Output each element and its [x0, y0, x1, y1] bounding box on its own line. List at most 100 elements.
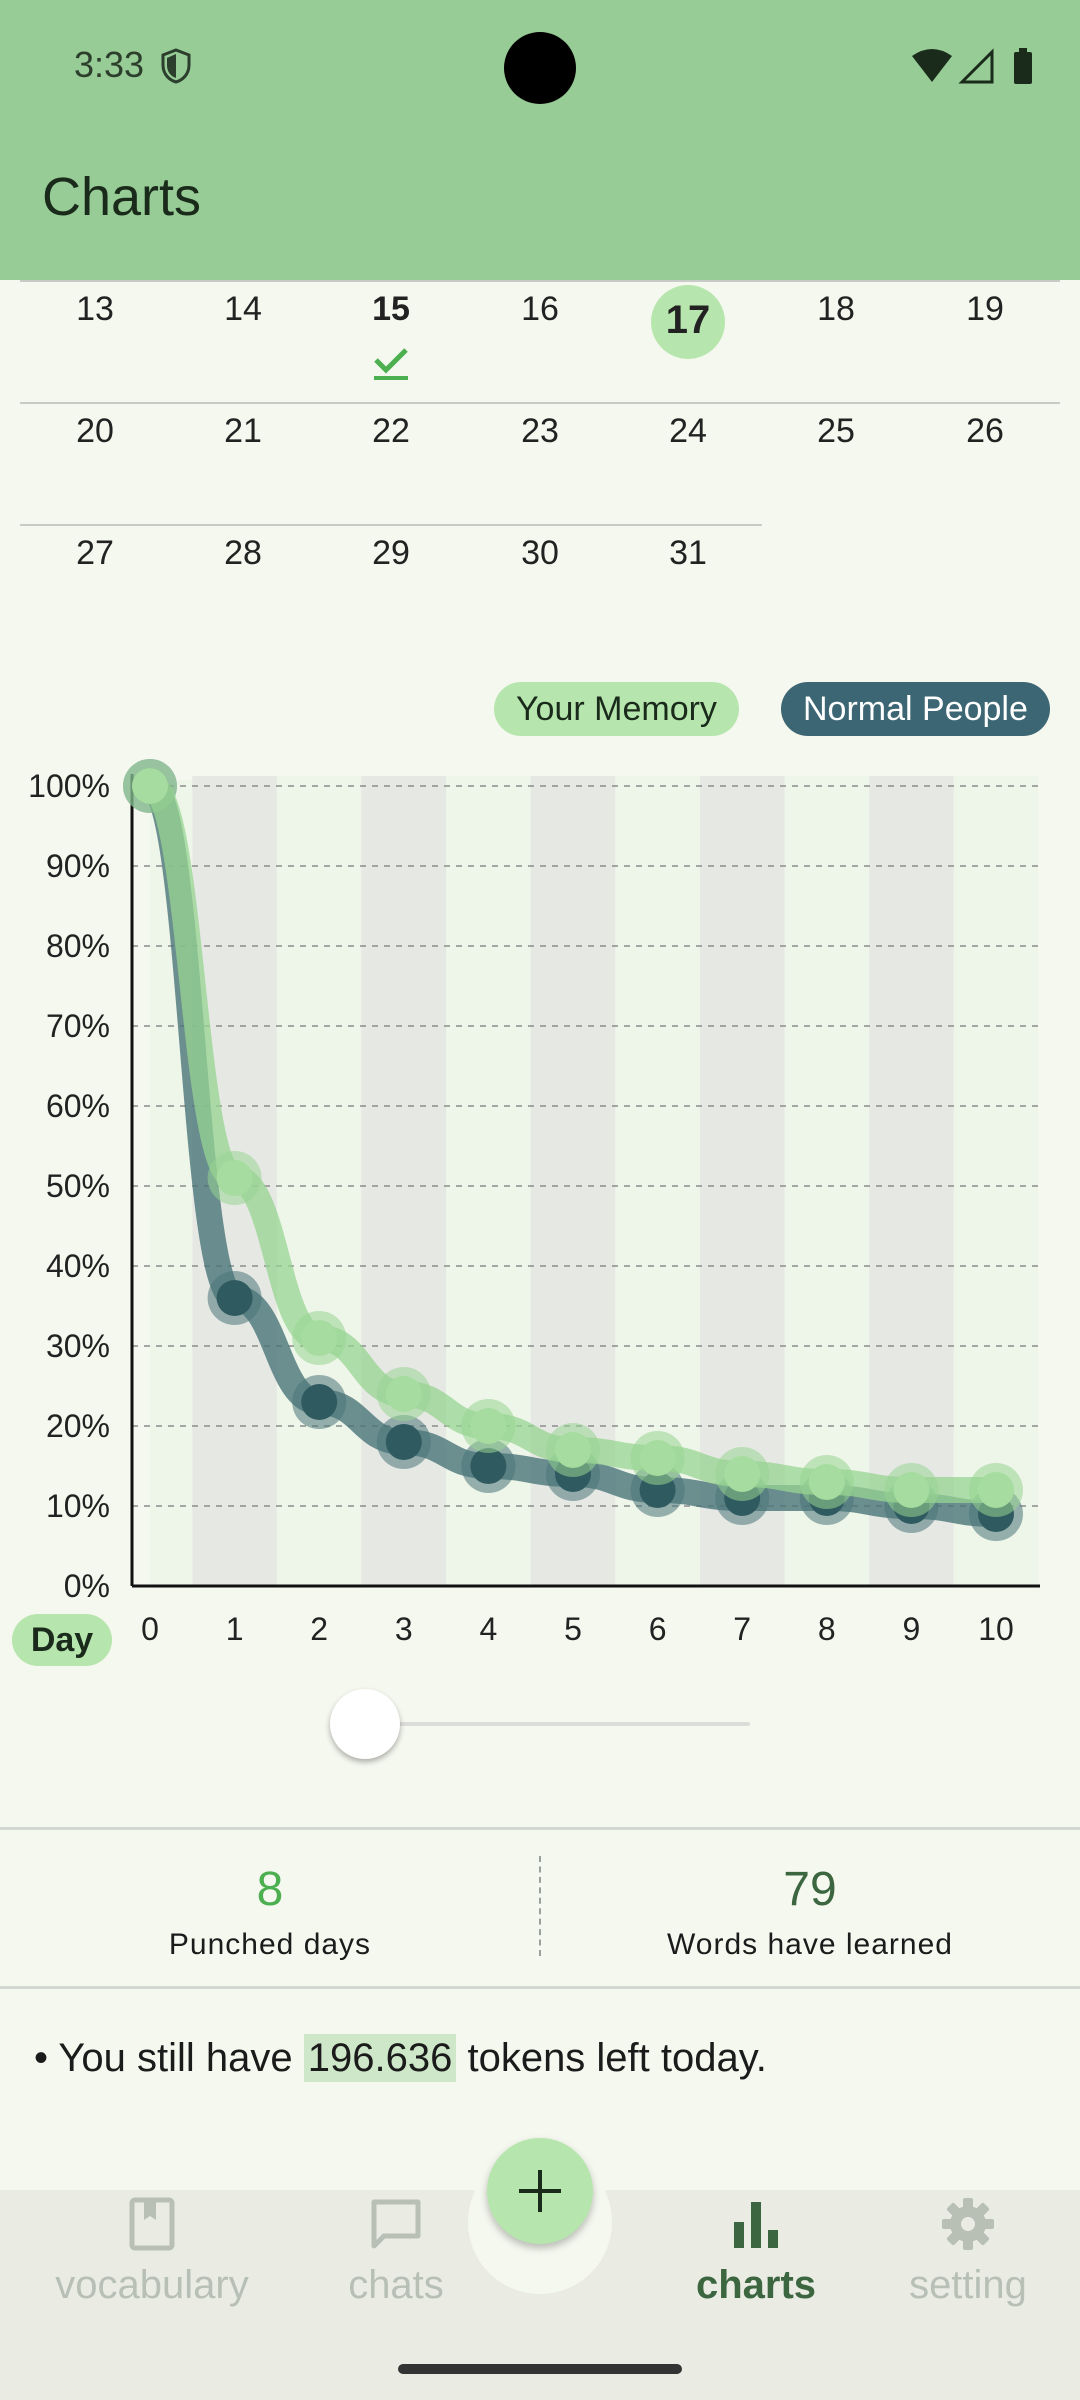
data-point	[978, 1472, 1014, 1508]
punched-days-label: Punched days	[168, 1928, 372, 1961]
grid-band	[869, 776, 954, 1586]
x-tick-label: 2	[310, 1611, 328, 1647]
calendar-day[interactable]: 27	[76, 534, 114, 572]
calendar-day[interactable]: 20	[76, 412, 114, 450]
nav-chats-label: chats	[348, 2263, 444, 2307]
x-tick-label: 7	[733, 1611, 751, 1647]
y-tick-label: 30%	[46, 1328, 110, 1364]
calendar-row-divider	[20, 402, 1060, 404]
data-point	[385, 1376, 422, 1412]
calendar-day[interactable]: 22	[372, 412, 410, 450]
stats-top-divider	[0, 1827, 1080, 1830]
nav-charts[interactable]: charts	[626, 2196, 886, 2308]
calendar-today-highlight	[651, 285, 725, 359]
calendar-day[interactable]: 19	[966, 290, 1004, 328]
chat-bubble-icon	[371, 2199, 421, 2249]
legend-normal-people[interactable]: Normal People	[781, 682, 1050, 736]
legend-your-memory[interactable]: Your Memory	[494, 682, 739, 736]
calendar	[0, 280, 1080, 610]
y-tick-label: 20%	[46, 1408, 110, 1444]
stats-separator	[539, 1856, 541, 1956]
data-point	[639, 1440, 676, 1476]
calendar-day[interactable]: 28	[224, 534, 262, 572]
x-tick-label: 9	[903, 1611, 921, 1647]
calendar-day[interactable]: 18	[817, 290, 855, 328]
calendar-day[interactable]: 30	[521, 534, 559, 572]
nav-charts-label: charts	[695, 2263, 817, 2307]
check-icon	[374, 348, 408, 380]
nav-vocabulary-label: vocabulary	[55, 2263, 249, 2307]
grid-band	[276, 776, 362, 1586]
home-indicator	[398, 2364, 682, 2374]
book-icon	[129, 2197, 175, 2251]
data-point	[470, 1408, 507, 1444]
system-status-icons	[912, 48, 1032, 84]
day-range-slider-thumb[interactable]	[330, 1689, 400, 1759]
gear-icon	[942, 2198, 994, 2250]
tokens-prefix: • You still have	[34, 2036, 304, 2080]
data-point	[216, 1160, 253, 1196]
x-tick-label: 5	[564, 1611, 582, 1647]
signal-icon	[958, 48, 994, 84]
data-point	[808, 1464, 845, 1500]
calendar-day[interactable]: 17	[665, 298, 711, 342]
data-point	[470, 1448, 507, 1484]
day-range-slider-track[interactable]	[366, 1722, 750, 1726]
x-tick-label: 6	[649, 1611, 667, 1647]
calendar-day[interactable]: 21	[224, 412, 262, 450]
plus-icon	[519, 2170, 561, 2212]
status-time: 3:33	[74, 44, 145, 85]
battery-icon	[1014, 52, 1032, 84]
words-learned-value: 79	[783, 1863, 837, 1916]
x-tick-label: 4	[480, 1611, 498, 1647]
shield-icon	[161, 48, 191, 84]
calendar-day[interactable]: 29	[372, 534, 410, 572]
calendar-day[interactable]: 26	[966, 412, 1004, 450]
data-point	[216, 1280, 253, 1316]
data-point	[555, 1432, 591, 1468]
calendar-day[interactable]: 15	[372, 290, 410, 328]
y-tick-label: 40%	[46, 1248, 110, 1284]
x-tick-label: 10	[978, 1611, 1014, 1647]
y-tick-label: 90%	[46, 848, 110, 884]
y-tick-label: 50%	[46, 1168, 110, 1204]
data-point	[301, 1384, 338, 1420]
stats-bottom-divider	[0, 1986, 1080, 1989]
data-point	[724, 1456, 761, 1492]
x-tick-label: 8	[818, 1611, 836, 1647]
calendar-day[interactable]: 25	[817, 412, 855, 450]
calendar-day[interactable]: 13	[76, 290, 114, 328]
y-tick-label: 100%	[28, 768, 110, 804]
calendar-day[interactable]: 23	[521, 412, 559, 450]
data-point	[385, 1424, 422, 1460]
grid-band	[784, 776, 870, 1586]
data-point	[132, 768, 168, 804]
nav-chats[interactable]: chats	[266, 2196, 526, 2308]
grid-band	[953, 776, 1039, 1586]
y-tick-label: 80%	[46, 928, 110, 964]
nav-setting[interactable]: setting	[838, 2196, 1080, 2308]
y-tick-label: 0%	[64, 1568, 110, 1604]
calendar-day[interactable]: 14	[224, 290, 262, 328]
words-learned-label: Words have learned	[667, 1928, 953, 1961]
data-point	[301, 1320, 338, 1356]
y-tick-label: 60%	[46, 1088, 110, 1124]
tokens-value: 196.636	[303, 2034, 457, 2082]
tokens-remaining-text: • You still have 196.636 tokens left tod…	[34, 2034, 767, 2082]
nav-vocabulary[interactable]: vocabulary	[22, 2196, 282, 2308]
calendar-day[interactable]: 24	[669, 412, 707, 450]
nav-setting-label: setting	[909, 2263, 1027, 2307]
memory-curve-chart: 0% 10% 20% 30% 40% 50% 60% 70% 80% 90% 100% 0 1 2 3 4 5 6…	[28, 759, 1040, 1647]
add-button[interactable]	[487, 2138, 593, 2244]
y-tick-label: 70%	[46, 1008, 110, 1044]
x-axis-label-day: Day	[12, 1614, 112, 1666]
calendar-row-divider	[20, 524, 762, 526]
calendar-day[interactable]: 31	[669, 534, 707, 572]
tokens-suffix: tokens left today.	[456, 2036, 767, 2080]
y-tick-label: 10%	[46, 1488, 110, 1524]
calendar-day[interactable]: 16	[521, 290, 559, 328]
calendar-row-divider	[20, 280, 1060, 282]
page-title: Charts	[42, 167, 202, 227]
data-point	[893, 1472, 930, 1508]
camera-cutout	[504, 32, 576, 104]
